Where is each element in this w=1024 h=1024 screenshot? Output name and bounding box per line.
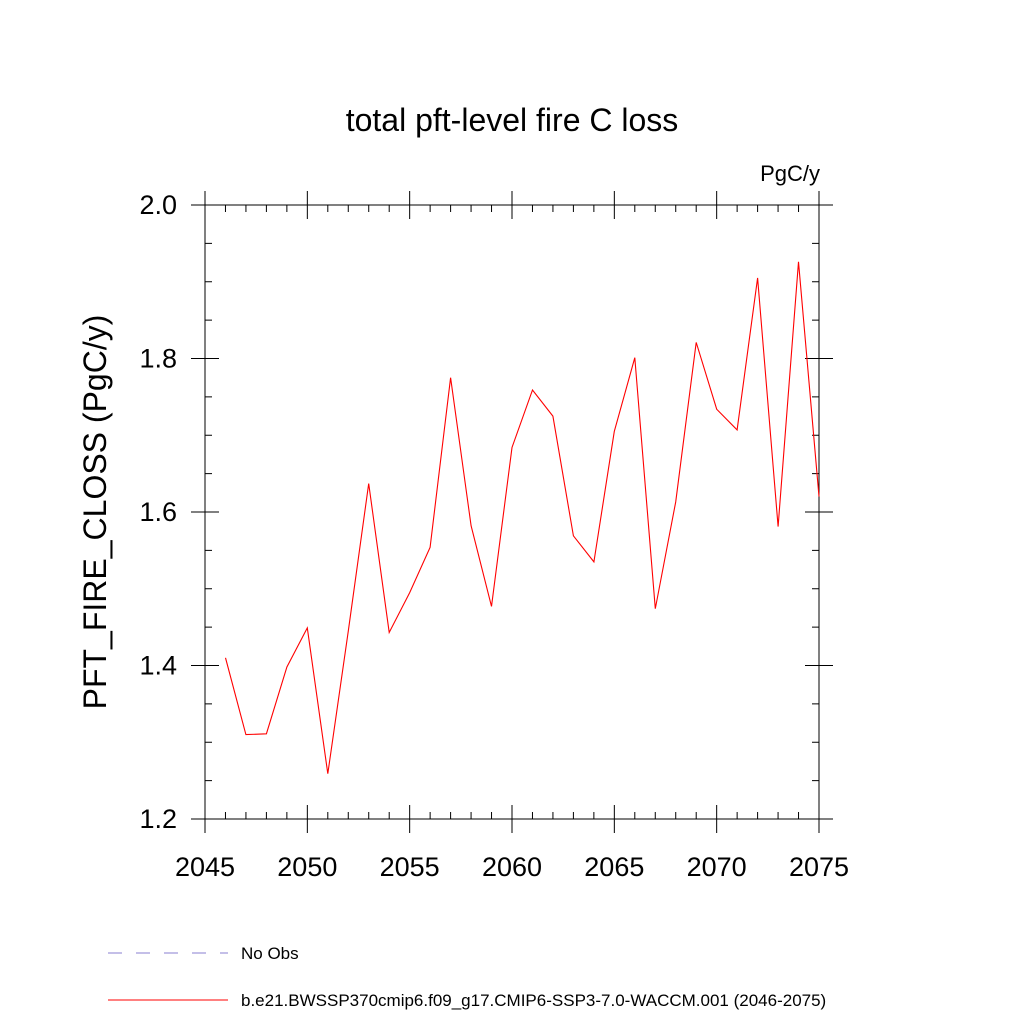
y-tick-label: 1.2 <box>139 804 177 834</box>
y-tick-label: 1.4 <box>139 651 177 681</box>
x-tick-label: 2055 <box>380 852 440 882</box>
x-tick-label: 2070 <box>687 852 747 882</box>
legend: No Obs b.e21.BWSSP370cmip6.f09_g17.CMIP6-… <box>108 944 826 1010</box>
series-line <box>224 261 820 774</box>
axis-ticks <box>191 191 833 833</box>
x-tick-label: 2065 <box>584 852 644 882</box>
y-tick-label: 1.8 <box>139 344 177 374</box>
units-label: PgC/y <box>760 161 820 186</box>
x-tick-label: 2050 <box>277 852 337 882</box>
y-axis-label: PFT_FIRE_CLOSS (PgC/y) <box>77 315 113 710</box>
chart-title: total pft-level fire C loss <box>346 102 679 138</box>
y-tick-label: 1.6 <box>139 497 177 527</box>
x-tick-label: 2045 <box>175 852 235 882</box>
x-tick-label: 2060 <box>482 852 542 882</box>
y-tick-label: 2.0 <box>139 190 177 220</box>
plot-frame <box>204 204 820 820</box>
legend-label: b.e21.BWSSP370cmip6.f09_g17.CMIP6-SSP3-7… <box>241 991 826 1010</box>
legend-label: No Obs <box>241 944 299 963</box>
x-tick-label: 2075 <box>789 852 849 882</box>
data-series <box>224 261 820 774</box>
axis-tick-labels: 2045 2050 2055 2060 2065 2070 2075 1.2 1.4 1.6 1.8… <box>139 190 849 882</box>
